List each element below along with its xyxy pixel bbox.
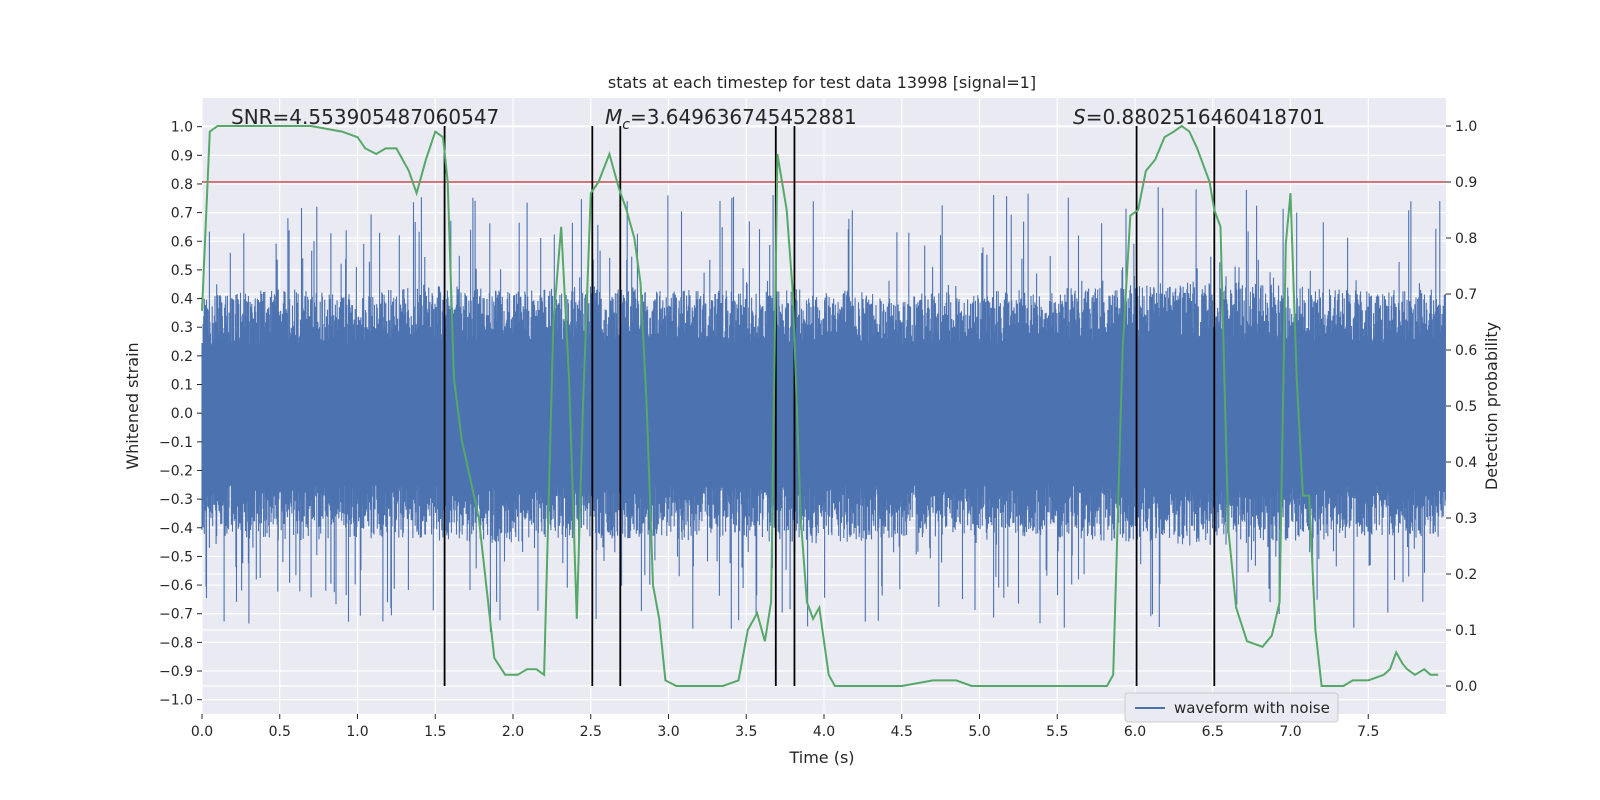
x-tick-label-0: 0.0	[191, 724, 213, 740]
y-left-tick-label-12: −0.2	[159, 463, 193, 479]
y-left-tick-label-4: 0.6	[171, 234, 193, 250]
y-left-tick-label-16: −0.6	[159, 578, 193, 594]
y-right-tick-label-1: 0.9	[1455, 175, 1477, 191]
x-tick-label-5: 2.5	[580, 724, 602, 740]
y-right-axis-label: Detection probability	[1482, 322, 1501, 490]
y-left-tick-label-5: 0.5	[171, 263, 193, 279]
y-left-tick-label-20: −1.0	[159, 693, 193, 709]
y-right-tick-label-8: 0.2	[1455, 567, 1477, 583]
x-tick-label-1: 0.5	[269, 724, 291, 740]
y-left-tick-label-13: −0.3	[159, 492, 193, 508]
chirp-mass-annotation: Mc=3.649636745452881	[605, 105, 857, 133]
y-right-tick-label-4: 0.6	[1455, 343, 1477, 359]
y-left-tick-label-15: −0.5	[159, 549, 193, 565]
y-left-axis-ticks: 1.0 0.9 0.8 0.7 0.6 0.5 0.4 0.3 0.2 0.1 0.0 −0.1 −0.…	[159, 120, 202, 709]
y-left-tick-label-19: −0.9	[159, 664, 193, 680]
s-symbol: S	[1073, 105, 1086, 129]
x-tick-label-6: 3.0	[657, 724, 679, 740]
y-right-tick-label-3: 0.7	[1455, 287, 1477, 303]
x-tick-label-3: 1.5	[424, 724, 446, 740]
y-right-tick-label-7: 0.3	[1455, 511, 1477, 527]
y-left-tick-label-11: −0.1	[159, 435, 193, 451]
y-left-tick-label-14: −0.4	[159, 521, 193, 537]
x-tick-label-10: 5.0	[968, 724, 990, 740]
y-right-tick-label-0: 1.0	[1455, 119, 1477, 135]
y-right-tick-label-2: 0.8	[1455, 231, 1477, 247]
x-tick-label-12: 6.0	[1124, 724, 1146, 740]
x-tick-label-13: 6.5	[1202, 724, 1224, 740]
x-tick-label-8: 4.0	[813, 724, 835, 740]
x-tick-label-2: 1.0	[346, 724, 368, 740]
x-tick-label-4: 2.0	[502, 724, 524, 740]
y-left-axis-label: Whitened strain	[123, 342, 142, 469]
y-left-tick-label-3: 0.7	[171, 206, 193, 222]
x-tick-label-14: 7.0	[1279, 724, 1301, 740]
x-axis-label: Time (s)	[788, 748, 854, 767]
detection-probability-line	[201, 124, 1439, 687]
s-annotation: S=0.8802516460418701	[1073, 105, 1325, 129]
y-left-tick-label-8: 0.2	[171, 349, 193, 365]
x-tick-label-7: 3.5	[735, 724, 757, 740]
y-left-tick-label-17: −0.7	[159, 607, 193, 623]
y-left-tick-label-10: 0.0	[171, 406, 193, 422]
waveform-series	[201, 187, 1446, 632]
snr-annotation: SNR=4.553905487060547	[231, 105, 499, 129]
y-right-tick-label-10: 0.0	[1455, 679, 1477, 695]
y-right-tick-label-5: 0.5	[1455, 399, 1477, 415]
y-right-axis-ticks: 1.0 0.9 0.8 0.7 0.6 0.5 0.4 0.3 0.2 0.1 0.0	[1446, 119, 1477, 695]
x-tick-label-9: 4.5	[891, 724, 913, 740]
x-axis-ticks: 0.0 0.5 1.0 1.5 2.0 2.5 3.0 3.5 4.0 4.5 5.0 5.5 6.0 6…	[191, 714, 1379, 740]
y-left-tick-label-7: 0.3	[171, 320, 193, 336]
chirp-mass-symbol: M	[605, 105, 622, 129]
y-right-tick-label-6: 0.4	[1455, 455, 1477, 471]
chart-title: stats at each timestep for test data 139…	[608, 73, 1036, 92]
y-right-tick-label-9: 0.1	[1455, 623, 1477, 639]
legend: waveform with noise	[1124, 692, 1339, 723]
y-left-tick-label-1: 0.9	[171, 148, 193, 164]
y-left-tick-label-2: 0.8	[171, 177, 193, 193]
legend-entry-waveform: waveform with noise	[1174, 699, 1330, 717]
x-tick-label-15: 7.5	[1357, 724, 1379, 740]
y-left-tick-label-0: 1.0	[171, 120, 193, 136]
chirp-mass-value: =3.649636745452881	[630, 105, 857, 129]
legend-box	[1124, 692, 1339, 723]
s-value: =0.8802516460418701	[1086, 105, 1325, 129]
chirp-mass-subscript: c	[622, 117, 630, 133]
waveform-noise	[201, 187, 1446, 632]
y-left-tick-label-18: −0.8	[159, 635, 193, 651]
x-tick-label-11: 5.5	[1046, 724, 1068, 740]
y-left-tick-label-9: 0.1	[171, 378, 193, 394]
y-left-tick-label-6: 0.4	[171, 292, 193, 308]
